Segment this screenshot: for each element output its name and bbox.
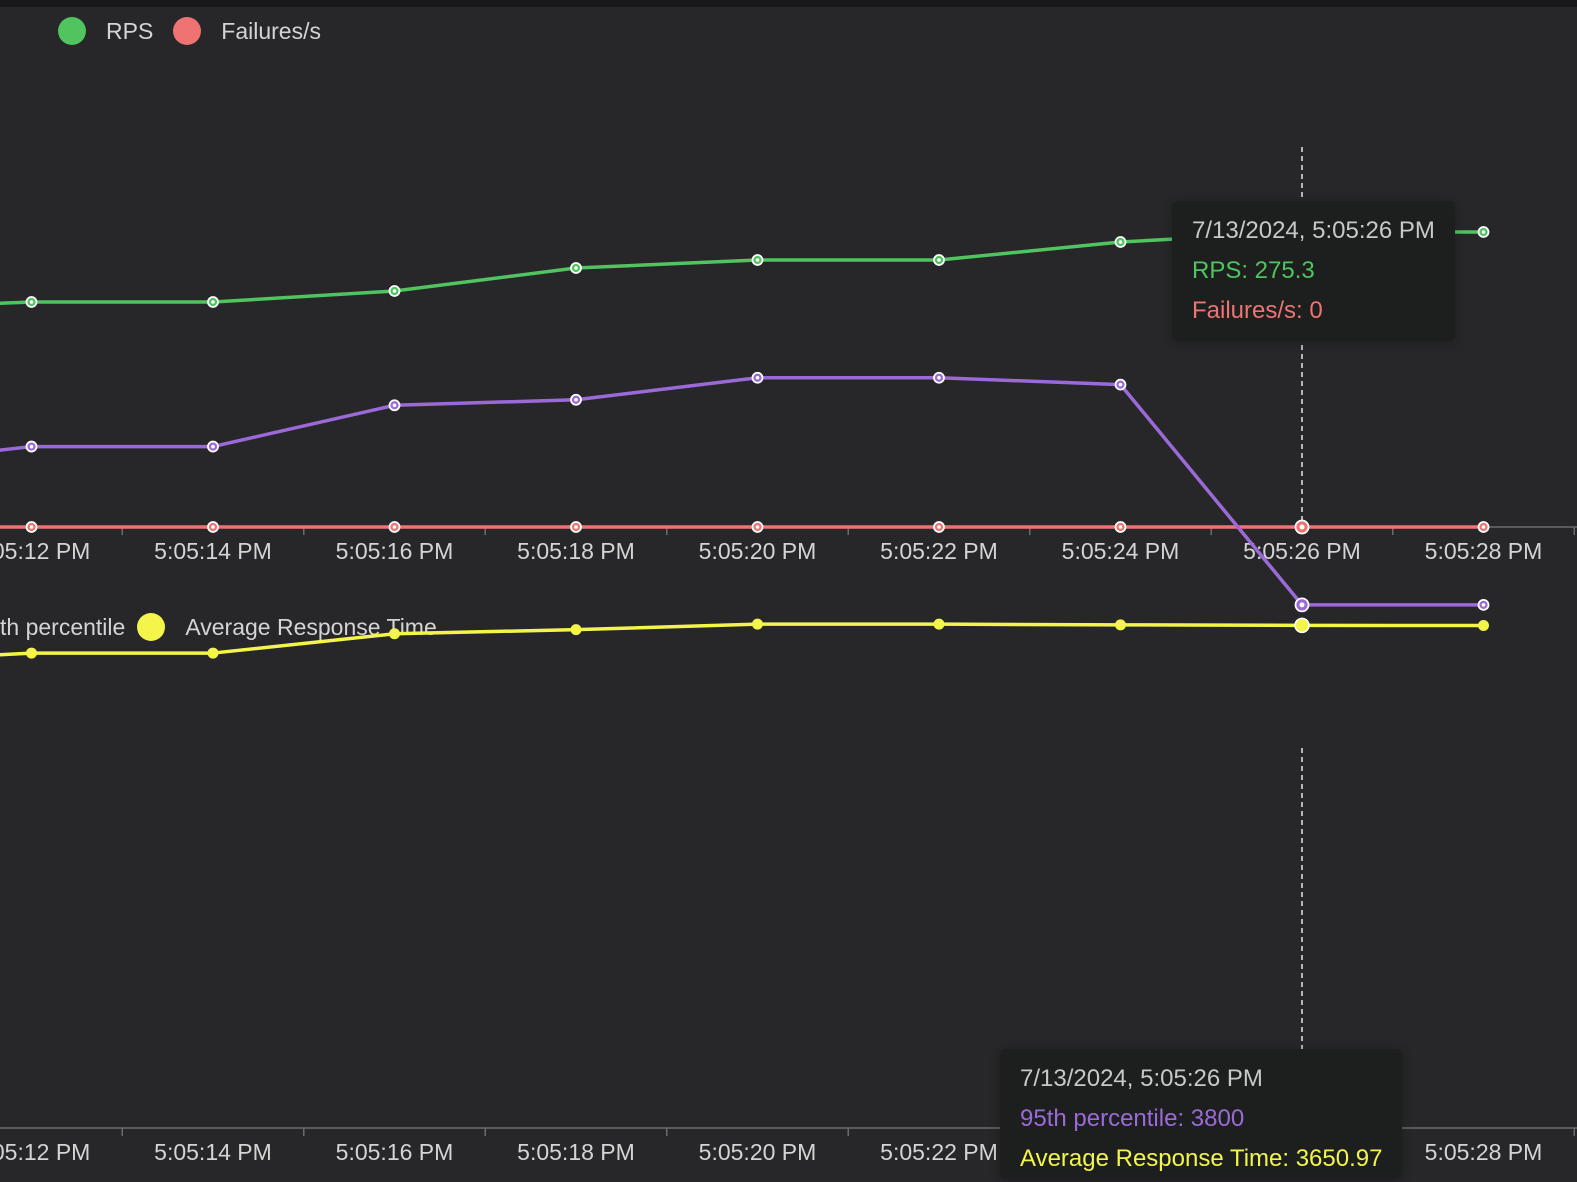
avg-response-data-point (570, 624, 582, 636)
rps-data-point-center (29, 300, 34, 304)
tooltip-timestamp: 7/13/2024, 5:05:26 PM (1020, 1065, 1263, 1092)
avg-response-data-point (26, 647, 37, 659)
rps-legend-dot-icon (58, 17, 86, 45)
x-axis-tick-label: 5:05:18 PM (517, 1139, 635, 1165)
avg-response-data-point (752, 618, 763, 630)
rps-data-point-center (1118, 240, 1123, 244)
p95-data-point-center (392, 403, 397, 408)
x-axis-tick-label: 5:05:28 PM (1425, 1139, 1543, 1165)
rps-data-point-center (1481, 230, 1486, 234)
failures-data-point-center (755, 525, 760, 529)
p95-data-point-center (937, 375, 941, 380)
x-axis-tick-label: 5:05:24 PM (1062, 538, 1180, 564)
x-axis-tick-label: 5:05:26 PM (1243, 538, 1361, 564)
rps-chart-tooltip: 7/13/2024, 5:05:26 PM RPS: 275.3 Failure… (1172, 201, 1455, 341)
rps-chart-legend: RPS Failures/s (58, 17, 341, 45)
avg-response-data-point (1115, 619, 1126, 631)
x-axis-tick-label: 5:05:12 PM (0, 1139, 90, 1165)
rps-data-point-center (211, 300, 215, 304)
tooltip-timestamp: 7/13/2024, 5:05:26 PM (1192, 217, 1435, 244)
rps-data-point-center (392, 289, 397, 293)
tooltip-p95-value: 95th percentile: 3800 (1020, 1105, 1245, 1132)
avg-response-data-point (207, 647, 219, 659)
failures-data-point-center (937, 525, 941, 529)
p95-data-point-center (211, 444, 215, 449)
legend-label-p95: th percentile (0, 613, 126, 640)
p95-series-line (0, 375, 1484, 607)
avg-response-legend-dot-icon (137, 613, 166, 641)
x-axis-tick-label: 5:05:16 PM (336, 1139, 454, 1165)
avg-response-series-line (0, 622, 1484, 657)
avg-response-data-point (389, 628, 400, 640)
legend-label-failures: Failures/s (221, 17, 321, 44)
x-axis-tick-label: 5:05:22 PM (880, 538, 998, 564)
x-axis-tick-label: 5:05:18 PM (517, 538, 635, 564)
failures-data-point-center (1481, 525, 1486, 529)
failures-data-point-center (1118, 525, 1123, 529)
p95-data-point-center (1118, 382, 1123, 387)
tooltip-avg-value: Average Response Time: 3650.97 (1020, 1145, 1383, 1172)
x-axis-tick-label: 5:05:22 PM (880, 1139, 998, 1165)
failures-data-point-center (574, 525, 578, 529)
x-axis-tick-label: 5:05:16 PM (336, 538, 454, 564)
x-axis-tick-label: 5:05:12 PM (0, 538, 90, 564)
x-axis-tick-label: 5:05:20 PM (699, 1139, 817, 1165)
rps-data-point-center (574, 266, 578, 270)
legend-item-rps[interactable]: RPS (58, 17, 153, 45)
rps-data-point-center (937, 258, 941, 262)
failures-data-point-center (392, 525, 397, 529)
failures-data-point-center (29, 525, 34, 529)
legend-item-p95[interactable]: th percentile (0, 614, 125, 641)
rps-data-point-center (755, 258, 760, 262)
x-axis-tick-label: 5:05:14 PM (154, 1139, 272, 1165)
p95-data-point-center (1481, 603, 1486, 607)
p95-data-point-center (29, 444, 34, 449)
avg-response-data-point (1294, 617, 1310, 634)
response-chart-tooltip: 7/13/2024, 5:05:26 PM 95th percentile: 3… (1000, 1049, 1403, 1179)
p95-data-point-center (1299, 602, 1305, 608)
window-top-bar (0, 0, 1577, 7)
legend-item-failures[interactable]: Failures/s (173, 17, 321, 45)
avg-response-data-point (1478, 620, 1489, 632)
x-axis-tick-label: 5:05:14 PM (154, 538, 272, 564)
x-axis-tick-label: 5:05:20 PM (699, 538, 817, 564)
tooltip-rps-value: RPS: 275.3 (1192, 257, 1315, 284)
failures-data-point-center (1299, 524, 1305, 530)
tooltip-failures-value: Failures/s: 0 (1192, 297, 1323, 324)
failures-data-point-center (211, 525, 215, 529)
p95-data-point-center (574, 397, 578, 402)
p95-data-point-center (755, 375, 760, 380)
legend-label-rps: RPS (106, 17, 154, 44)
avg-response-data-point (933, 618, 945, 630)
failures-legend-dot-icon (173, 17, 202, 45)
x-axis-tick-label: 5:05:28 PM (1425, 538, 1543, 564)
